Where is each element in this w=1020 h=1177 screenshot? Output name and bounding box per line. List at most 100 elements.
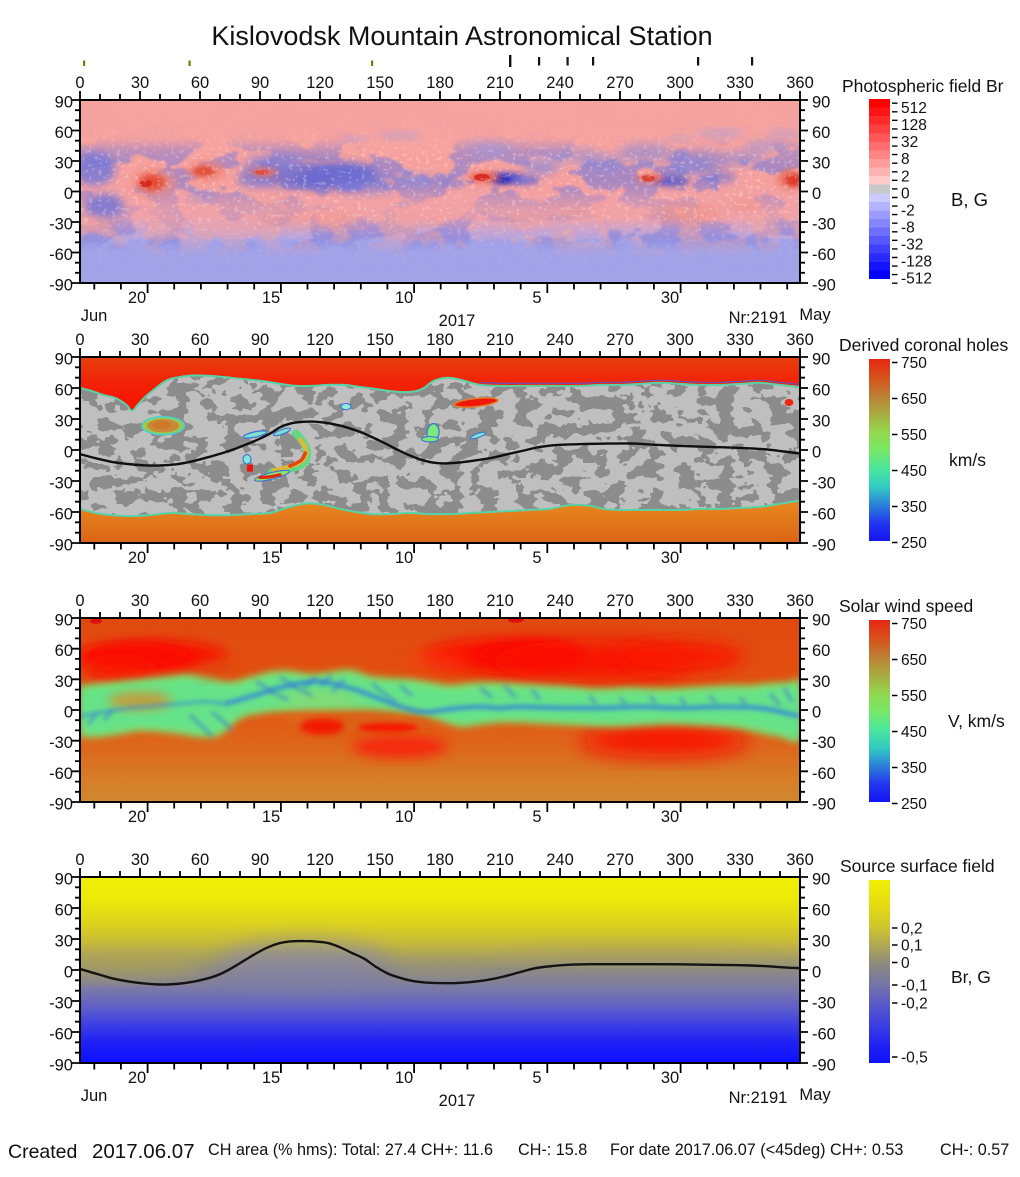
svg-text:300: 300: [666, 331, 694, 349]
svg-text:-30: -30: [812, 734, 836, 752]
svg-text:90: 90: [55, 612, 73, 630]
svg-text:0: 0: [64, 444, 73, 462]
svg-text:0: 0: [64, 704, 73, 722]
svg-text:-30: -30: [49, 475, 73, 493]
svg-text:60: 60: [812, 124, 830, 142]
svg-text:0: 0: [812, 964, 821, 982]
svg-text:90: 90: [55, 871, 73, 889]
svg-text:Nr:2191: Nr:2191: [729, 309, 788, 327]
svg-text:Created: Created: [8, 1141, 77, 1163]
svg-text:30: 30: [812, 673, 830, 691]
svg-text:B, G: B, G: [951, 189, 988, 210]
svg-text:0: 0: [75, 74, 84, 92]
svg-text:0: 0: [75, 331, 84, 349]
svg-text:90: 90: [812, 94, 830, 112]
svg-text:-0,2: -0,2: [901, 996, 928, 1013]
svg-text:350: 350: [901, 499, 927, 516]
svg-text:For date 2017.06.07 (<45deg) C: For date 2017.06.07 (<45deg) CH+: 0.53: [610, 1141, 903, 1159]
svg-text:15: 15: [262, 289, 280, 307]
svg-text:90: 90: [251, 74, 269, 92]
svg-text:360: 360: [786, 74, 814, 92]
svg-text:0: 0: [812, 704, 821, 722]
svg-text:-90: -90: [49, 537, 73, 555]
svg-text:330: 330: [726, 331, 754, 349]
svg-text:270: 270: [606, 74, 634, 92]
svg-text:180: 180: [426, 74, 454, 92]
svg-text:15: 15: [262, 1069, 280, 1087]
svg-text:-0,5: -0,5: [901, 1050, 928, 1067]
svg-text:0: 0: [901, 955, 910, 972]
svg-text:2017: 2017: [439, 312, 476, 330]
svg-text:60: 60: [55, 642, 73, 660]
svg-text:Solar wind speed: Solar wind speed: [839, 596, 973, 616]
svg-text:2017.06.07: 2017.06.07: [92, 1140, 195, 1163]
svg-text:CH-: 0.57: CH-: 0.57: [940, 1141, 1009, 1159]
svg-text:0: 0: [812, 444, 821, 462]
svg-text:120: 120: [306, 74, 334, 92]
svg-text:30: 30: [131, 331, 149, 349]
svg-text:360: 360: [786, 592, 814, 610]
svg-text:750: 750: [901, 616, 927, 633]
svg-text:Derived coronal holes: Derived coronal holes: [839, 335, 1009, 355]
svg-text:30: 30: [55, 933, 73, 951]
svg-text:450: 450: [901, 463, 927, 480]
svg-text:15: 15: [262, 549, 280, 567]
svg-text:300: 300: [666, 592, 694, 610]
svg-text:120: 120: [306, 592, 334, 610]
svg-text:30: 30: [131, 74, 149, 92]
svg-text:650: 650: [901, 652, 927, 669]
svg-text:240: 240: [546, 331, 574, 349]
svg-text:0: 0: [901, 185, 910, 202]
svg-text:0: 0: [75, 851, 84, 869]
svg-text:-60: -60: [49, 1026, 73, 1044]
svg-text:60: 60: [55, 124, 73, 142]
svg-text:-8: -8: [901, 219, 915, 236]
svg-text:180: 180: [426, 592, 454, 610]
svg-text:0: 0: [75, 592, 84, 610]
svg-text:Jun: Jun: [81, 1087, 108, 1105]
svg-text:Kislovodsk Mountain Astronomic: Kislovodsk Mountain Astronomical Station: [211, 21, 712, 51]
svg-text:90: 90: [55, 94, 73, 112]
svg-text:30: 30: [812, 413, 830, 431]
svg-text:-60: -60: [49, 506, 73, 524]
svg-text:Source surface field: Source surface field: [840, 856, 995, 876]
svg-text:250: 250: [901, 796, 927, 813]
svg-text:60: 60: [55, 382, 73, 400]
svg-text:60: 60: [191, 331, 209, 349]
svg-text:5: 5: [532, 1069, 541, 1087]
svg-text:270: 270: [606, 331, 634, 349]
svg-text:60: 60: [191, 851, 209, 869]
svg-text:550: 550: [901, 688, 927, 705]
svg-text:240: 240: [546, 592, 574, 610]
svg-text:-30: -30: [812, 216, 836, 234]
svg-text:5: 5: [532, 289, 541, 307]
svg-text:150: 150: [366, 331, 394, 349]
svg-text:-32: -32: [901, 236, 923, 253]
svg-text:Br, G: Br, G: [951, 967, 991, 987]
svg-text:240: 240: [546, 851, 574, 869]
svg-text:90: 90: [251, 851, 269, 869]
svg-text:180: 180: [426, 851, 454, 869]
svg-text:V, km/s: V, km/s: [948, 711, 1005, 731]
svg-text:650: 650: [901, 391, 927, 408]
svg-text:20: 20: [128, 808, 146, 826]
svg-text:May: May: [799, 306, 831, 324]
svg-text:120: 120: [306, 331, 334, 349]
svg-text:360: 360: [786, 851, 814, 869]
svg-text:5: 5: [532, 808, 541, 826]
svg-text:30: 30: [55, 155, 73, 173]
svg-text:60: 60: [191, 592, 209, 610]
svg-text:30: 30: [55, 673, 73, 691]
svg-text:2: 2: [901, 168, 910, 185]
svg-text:-0,1: -0,1: [901, 978, 928, 995]
svg-text:210: 210: [486, 331, 514, 349]
svg-text:-60: -60: [812, 246, 836, 264]
svg-text:30: 30: [55, 413, 73, 431]
svg-text:-30: -30: [812, 475, 836, 493]
svg-text:-60: -60: [812, 1026, 836, 1044]
svg-text:0,1: 0,1: [901, 938, 923, 955]
svg-text:-90: -90: [812, 277, 836, 295]
svg-text:5: 5: [532, 549, 541, 567]
svg-text:90: 90: [812, 612, 830, 630]
svg-text:0: 0: [812, 185, 821, 203]
